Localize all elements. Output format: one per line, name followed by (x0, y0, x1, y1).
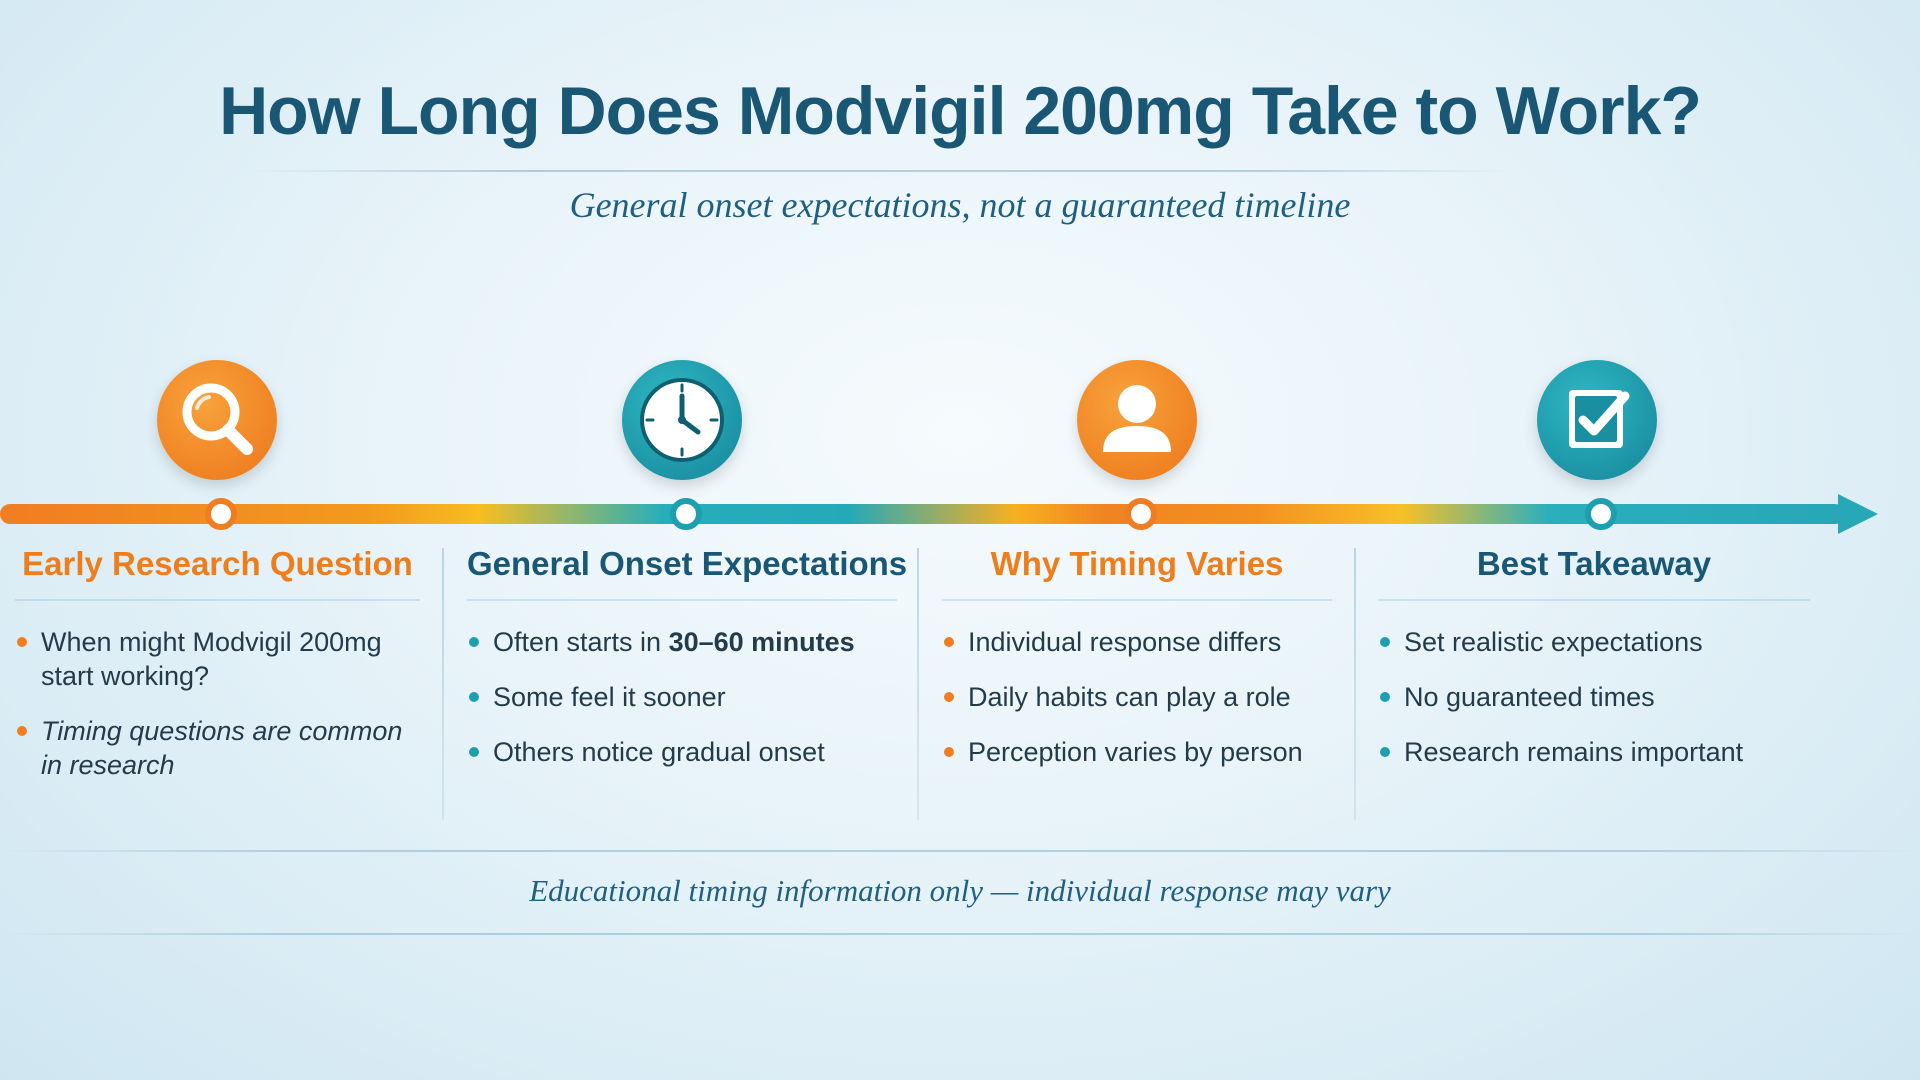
column-divider (917, 548, 919, 820)
page-subtitle: General onset expectations, not a guaran… (569, 185, 1351, 225)
timeline-line (0, 504, 1845, 524)
person-icon (1077, 360, 1197, 480)
footer-divider (0, 850, 1920, 852)
bullet-item: Timing questions are common in research (15, 714, 420, 782)
step-early-research: Early Research Question When might Modvi… (15, 545, 420, 820)
step-general-onset: General Onset Expectations Often starts … (467, 545, 907, 820)
step-title: Why Timing Varies (942, 545, 1332, 601)
footer-divider (0, 933, 1920, 935)
bullet-item: Daily habits can play a role (942, 680, 1332, 714)
bullet-item: Perception varies by person (942, 735, 1332, 769)
column-divider (1354, 548, 1356, 820)
magnifying-glass-icon (157, 360, 277, 480)
footer-note: Educational timing information only — in… (529, 873, 1391, 908)
step-best-takeaway: Best Takeaway Set realistic expectations… (1378, 545, 1810, 820)
step-bullets: When might Modvigil 200mg start working?… (15, 625, 420, 782)
timeline-node (205, 498, 237, 530)
timeline-arrow-icon (1838, 494, 1878, 534)
bullet-item: Individual response differs (942, 625, 1332, 659)
bullet-item: Set realistic expectations (1378, 625, 1810, 659)
bullet-item: Research remains important (1378, 735, 1810, 769)
timeline-node (1125, 498, 1157, 530)
bullet-item: Some feel it sooner (467, 680, 897, 714)
step-title: General Onset Expectations (467, 545, 907, 601)
title-divider (250, 170, 1510, 172)
step-title: Early Research Question (15, 545, 420, 601)
bullet-item: Others notice gradual onset (467, 735, 897, 769)
bullet-item: When might Modvigil 200mg start working? (15, 625, 420, 693)
clock-icon (622, 360, 742, 480)
page-title: How Long Does Modvigil 200mg Take to Wor… (219, 73, 1702, 149)
step-why-timing-varies: Why Timing Varies Individual response di… (942, 545, 1332, 820)
column-divider (442, 548, 444, 820)
step-bullets: Individual response differs Daily habits… (942, 625, 1332, 769)
step-bullets: Often starts in 30–60 minutes Some feel … (467, 625, 897, 769)
step-bullets: Set realistic expectations No guaranteed… (1378, 625, 1810, 769)
checkbox-icon (1537, 360, 1657, 480)
timeline-node (1585, 498, 1617, 530)
bullet-item: No guaranteed times (1378, 680, 1810, 714)
bullet-item: Often starts in 30–60 minutes (467, 625, 897, 659)
step-title: Best Takeaway (1378, 545, 1810, 601)
timeline-node (670, 498, 702, 530)
